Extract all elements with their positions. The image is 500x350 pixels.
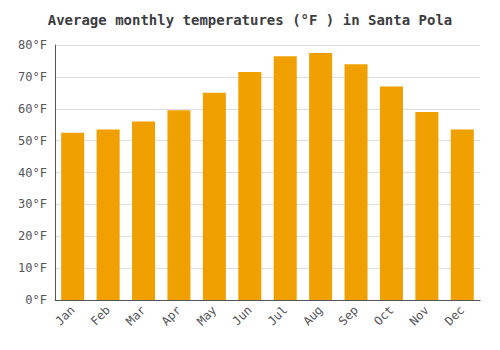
svg-text:Sep: Sep (336, 303, 361, 328)
svg-text:May: May (194, 303, 219, 328)
svg-text:Apr: Apr (159, 303, 184, 328)
svg-text:30°F: 30°F (18, 197, 47, 211)
svg-text:Average monthly temperatures (: Average monthly temperatures (°F ) in Sa… (48, 12, 453, 28)
svg-text:40°F: 40°F (18, 166, 47, 180)
svg-text:Jul: Jul (265, 303, 290, 328)
svg-text:Mar: Mar (123, 303, 148, 328)
svg-text:60°F: 60°F (18, 102, 47, 116)
svg-text:Feb: Feb (88, 303, 113, 328)
svg-text:Oct: Oct (371, 303, 396, 328)
svg-text:20°F: 20°F (18, 229, 47, 243)
svg-text:Jan: Jan (52, 303, 77, 328)
svg-text:Dec: Dec (442, 303, 467, 328)
svg-text:70°F: 70°F (18, 70, 47, 84)
svg-text:Aug: Aug (300, 303, 325, 328)
svg-text:80°F: 80°F (18, 38, 47, 52)
svg-text:0°F: 0°F (25, 293, 47, 307)
svg-text:10°F: 10°F (18, 261, 47, 275)
svg-text:Nov: Nov (407, 303, 432, 328)
svg-text:Jun: Jun (230, 303, 255, 328)
svg-text:50°F: 50°F (18, 134, 47, 148)
